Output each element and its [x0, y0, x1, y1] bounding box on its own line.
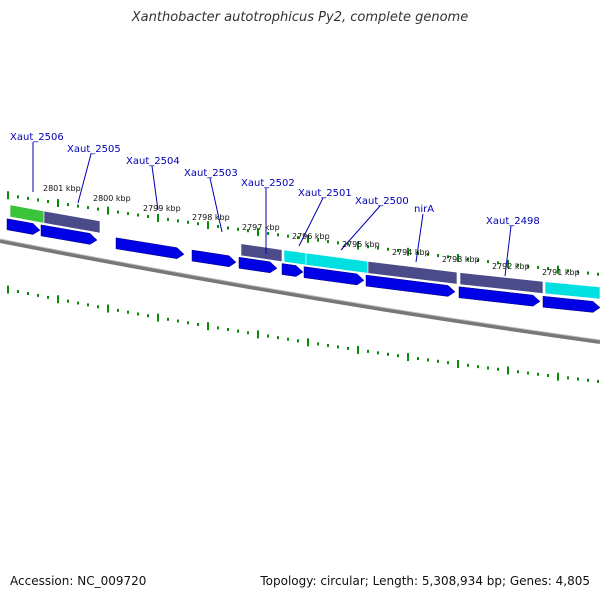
kbp-label: 2800 kbp	[93, 194, 131, 203]
gene-arrow	[191, 249, 237, 267]
feature-block	[367, 261, 458, 285]
feature-blocks	[9, 204, 600, 300]
kbp-label: 2791 kbp	[542, 268, 580, 277]
label-leader-line	[340, 205, 381, 251]
genome-summary-text: Topology: circular; Length: 5,308,934 bp…	[260, 574, 590, 588]
gene-label: nirA	[414, 204, 434, 215]
genome-backbone	[0, 239, 600, 344]
kbp-label: 2795 kbp	[342, 240, 380, 249]
kbp-label: 2794 kbp	[392, 248, 430, 257]
kbp-label: 2801 kbp	[43, 184, 81, 193]
gene-arrow	[6, 218, 41, 235]
feature-block	[283, 249, 307, 266]
inner-tick-track	[7, 285, 599, 383]
feature-block	[240, 243, 283, 263]
label-leader-line	[77, 153, 92, 204]
label-leaders	[32, 142, 512, 277]
label-leader-line	[504, 225, 512, 277]
kbp-label: 2799 kbp	[143, 204, 181, 213]
gene-arrows	[6, 218, 600, 313]
gene-label: Xaut_2504	[126, 156, 180, 167]
genome-backbone-highlight	[0, 238, 600, 341]
gene-label: Xaut_2501	[298, 188, 352, 199]
kbp-labels: 2801 kbp 2800 kbp 2799 kbp 2798 kbp 2797 kbp…	[43, 184, 580, 277]
gene-arrow	[303, 266, 365, 286]
accession-text: Accession: NC_009720	[10, 574, 147, 588]
label-leader-line	[298, 197, 324, 247]
gene-label: Xaut_2506	[10, 132, 64, 143]
kbp-label: 2796 kbp	[292, 232, 330, 241]
gene-arrow	[458, 286, 541, 307]
gene-arrow	[281, 263, 304, 277]
kbp-label: 2792 kbp	[492, 262, 530, 271]
gene-arrow	[40, 224, 98, 245]
gene-arrow	[365, 274, 456, 297]
gene-label: Xaut_2502	[241, 178, 295, 189]
outer-tick-track	[7, 191, 599, 276]
kbp-label: 2793 kbp	[442, 255, 480, 264]
gene-label: Xaut_2503	[184, 168, 238, 179]
gene-arrow	[542, 295, 600, 313]
label-leader-line	[151, 165, 159, 211]
gene-arrow	[238, 256, 278, 274]
gene-arrow	[115, 237, 185, 259]
gene-label: Xaut_2498	[486, 216, 540, 227]
gene-label: Xaut_2505	[67, 144, 121, 155]
feature-block	[459, 272, 544, 294]
label-leader-line	[415, 213, 424, 263]
kbp-label: 2798 kbp	[192, 213, 230, 222]
kbp-label: 2797 kbp	[242, 223, 280, 232]
gene-label: Xaut_2500	[355, 196, 409, 207]
feature-block	[544, 281, 600, 300]
feature-block	[43, 210, 101, 234]
gene-labels: Xaut_2506Xaut_2505Xaut_2504Xaut_2503Xaut…	[10, 132, 540, 227]
label-leader-line	[209, 177, 223, 233]
genome-title: Xanthobacter autotrophicus Py2, complete…	[131, 10, 469, 25]
